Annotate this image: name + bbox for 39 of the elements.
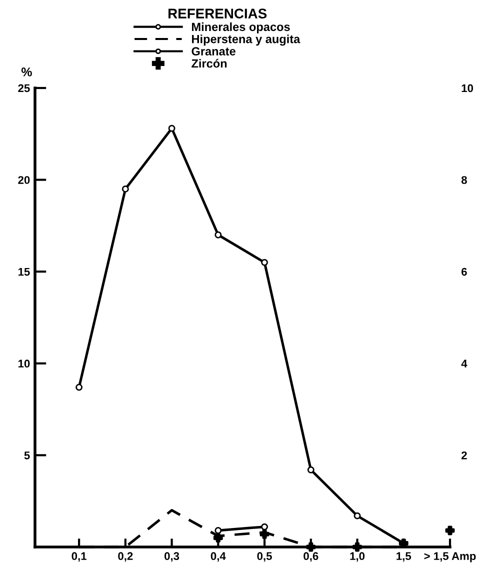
x-tick-label: 0,5 <box>257 552 272 562</box>
point <box>168 124 176 132</box>
point <box>261 258 268 266</box>
x-tick-label: > 1,5 Amp <box>424 552 476 562</box>
x-tick-label: 0,6 <box>304 552 318 562</box>
x-tick-label: 1,5 <box>396 552 412 562</box>
point <box>352 542 362 552</box>
legend-label: Zircón <box>192 58 227 68</box>
point <box>213 533 223 543</box>
point <box>306 542 316 552</box>
y-axis-title: % <box>21 68 32 76</box>
point <box>214 231 222 238</box>
point <box>354 512 361 520</box>
point <box>260 529 270 539</box>
x-tick-label: 0,4 <box>210 552 226 562</box>
point <box>76 384 83 391</box>
x-tick-label: 0,2 <box>118 552 133 562</box>
point <box>122 186 129 192</box>
point <box>307 466 314 474</box>
x-tick-label: 0,1 <box>72 552 86 562</box>
point <box>214 527 222 534</box>
legend-label: Hiperstena y augita <box>192 34 300 46</box>
y-tick-label: 25 <box>18 84 30 92</box>
y-tick-label: 15 <box>18 268 30 276</box>
point <box>445 526 455 536</box>
point <box>261 523 268 530</box>
y-tick-label: 20 <box>18 176 30 184</box>
y2-tick-label: 10 <box>462 84 474 92</box>
x-tick-label: 0,3 <box>164 552 180 562</box>
legend-label: Granate <box>192 47 236 56</box>
y2-tick-label: 4 <box>461 360 468 368</box>
y2-tick-label: 2 <box>461 451 467 460</box>
legend-title: REFERENCIAS <box>168 8 267 18</box>
y2-tick-label: 8 <box>461 176 467 184</box>
legend-label: Minerales opacos <box>192 22 290 34</box>
y-tick-label: 10 <box>18 360 30 368</box>
y2-tick-label: 6 <box>462 268 467 276</box>
x-tick-label: 1,0 <box>350 552 365 562</box>
y-tick-label: 5 <box>24 452 30 460</box>
